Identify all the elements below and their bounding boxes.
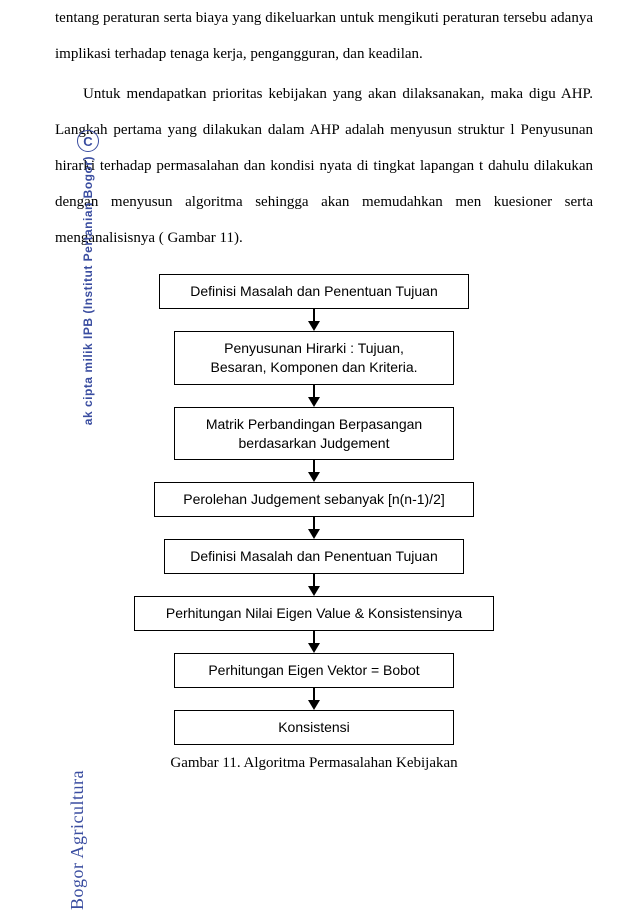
paragraph-2: Untuk mendapatkan prioritas kebijakan ya… (55, 76, 593, 256)
flow-box-5-line-1: Definisi Masalah dan Penentuan Tujuan (190, 548, 438, 564)
flow-arrow-2 (308, 385, 320, 407)
flowchart: Definisi Masalah dan Penentuan Tujuan Pen… (0, 274, 628, 745)
flow-box-7-line-1: Perhitungan Eigen Vektor = Bobot (208, 662, 419, 678)
paragraph-1: tentang peraturan serta biaya yang dikel… (55, 0, 593, 72)
flow-arrow-5 (308, 574, 320, 596)
flow-box-3-line-1: Matrik Perbandingan Berpasangan (206, 416, 422, 432)
flow-box-3-line-2: berdasarkan Judgement (239, 435, 390, 451)
flow-arrow-1 (308, 309, 320, 331)
flow-box-5: Definisi Masalah dan Penentuan Tujuan (164, 539, 464, 574)
flow-box-4-line-1: Perolehan Judgement sebanyak [n(n-1)/2] (183, 491, 445, 507)
flow-box-2-line-2: Besaran, Komponen dan Kriteria. (210, 359, 417, 375)
flow-arrow-3 (308, 460, 320, 482)
watermark-text-2: Bogor Agricultura (67, 770, 88, 910)
flow-box-3: Matrik Perbandingan Berpasangan berdasark… (174, 407, 454, 461)
copyright-icon: C (77, 130, 99, 152)
flow-box-6: Perhitungan Nilai Eigen Value & Konsiste… (134, 596, 494, 631)
flow-box-2-line-1: Penyusunan Hirarki : Tujuan, (224, 340, 404, 356)
flow-box-7: Perhitungan Eigen Vektor = Bobot (174, 653, 454, 688)
flow-box-8: Konsistensi (174, 710, 454, 745)
flow-box-1: Definisi Masalah dan Penentuan Tujuan (159, 274, 469, 309)
flow-arrow-4 (308, 517, 320, 539)
flow-box-2: Penyusunan Hirarki : Tujuan, Besaran, Kom… (174, 331, 454, 385)
flow-box-1-line-1: Definisi Masalah dan Penentuan Tujuan (190, 283, 438, 299)
flow-arrow-7 (308, 688, 320, 710)
flow-box-4: Perolehan Judgement sebanyak [n(n-1)/2] (154, 482, 474, 517)
flow-box-8-line-1: Konsistensi (278, 719, 350, 735)
figure-caption: Gambar 11. Algoritma Permasalahan Kebija… (0, 755, 628, 772)
flow-arrow-6 (308, 631, 320, 653)
flow-box-6-line-1: Perhitungan Nilai Eigen Value & Konsiste… (166, 605, 462, 621)
